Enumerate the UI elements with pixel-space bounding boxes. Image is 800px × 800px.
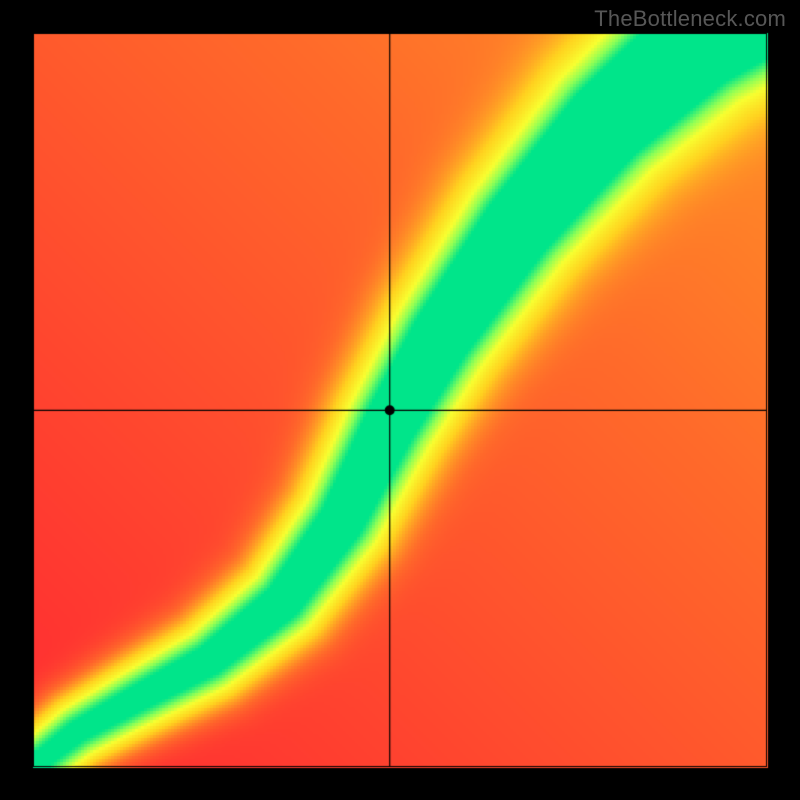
bottleneck-heatmap: TheBottleneck.com [0, 0, 800, 800]
watermark-text: TheBottleneck.com [594, 6, 786, 32]
heatmap-canvas [0, 0, 800, 800]
